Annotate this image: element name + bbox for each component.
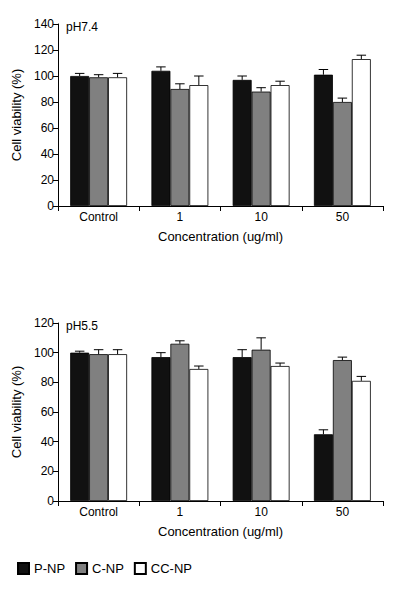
- svg-text:pH5.5: pH5.5: [66, 319, 98, 333]
- svg-text:Concentration (ug/ml): Concentration (ug/ml): [158, 229, 283, 244]
- svg-text:pH7.4: pH7.4: [66, 20, 98, 34]
- svg-text:Control: Control: [79, 210, 118, 224]
- svg-text:10: 10: [254, 210, 268, 224]
- svg-text:40: 40: [41, 435, 55, 449]
- svg-text:80: 80: [41, 95, 55, 109]
- svg-text:Cell viability (%): Cell viability (%): [9, 69, 24, 161]
- svg-text:120: 120: [34, 43, 54, 57]
- svg-text:100: 100: [34, 69, 54, 83]
- svg-text:Control: Control: [79, 505, 118, 519]
- svg-text:20: 20: [41, 173, 55, 187]
- svg-text:0: 0: [47, 494, 54, 508]
- svg-text:0: 0: [47, 199, 54, 213]
- svg-text:60: 60: [41, 121, 55, 135]
- svg-text:C-NP: C-NP: [92, 561, 124, 576]
- svg-text:40: 40: [41, 147, 55, 161]
- svg-text:P-NP: P-NP: [34, 561, 65, 576]
- svg-text:50: 50: [336, 210, 350, 224]
- svg-text:1: 1: [177, 505, 184, 519]
- svg-text:Cell viability (%): Cell viability (%): [9, 366, 24, 458]
- svg-text:60: 60: [41, 405, 55, 419]
- svg-text:140: 140: [34, 17, 54, 31]
- svg-text:80: 80: [41, 375, 55, 389]
- svg-text:100: 100: [34, 346, 54, 360]
- svg-text:Concentration (ug/ml): Concentration (ug/ml): [158, 524, 283, 539]
- svg-text:50: 50: [336, 505, 350, 519]
- svg-text:1: 1: [177, 210, 184, 224]
- svg-text:20: 20: [41, 464, 55, 478]
- svg-text:120: 120: [34, 316, 54, 330]
- svg-text:CC-NP: CC-NP: [151, 561, 192, 576]
- svg-text:10: 10: [254, 505, 268, 519]
